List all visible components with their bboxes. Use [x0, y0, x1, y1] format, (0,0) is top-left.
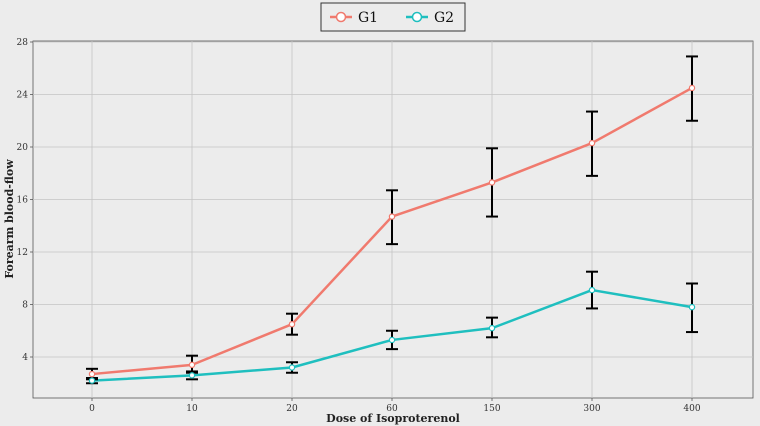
y-tick-label: 20 [17, 143, 29, 153]
data-point-g1 [288, 320, 296, 328]
x-tick-label: 0 [89, 404, 95, 414]
data-point-g1 [588, 139, 596, 147]
data-point-g2 [188, 372, 196, 379]
y-tick-label: 4 [22, 353, 28, 363]
x-tick-label: 60 [386, 404, 398, 414]
gridlines [33, 41, 753, 398]
x-tick-label: 300 [583, 404, 600, 414]
data-point-g1 [388, 213, 396, 220]
legend-key-point [335, 11, 347, 23]
x-tick-label: 10 [186, 404, 198, 414]
data-point-g1 [488, 179, 496, 186]
x-tick-label: 20 [286, 404, 298, 414]
x-axis-title: Dose of Isoproterenol [326, 412, 460, 425]
x-axis-ticks: 0 10 20 60 150 300 400 [89, 398, 701, 414]
data-point-g2 [688, 303, 696, 311]
data-point-g1 [688, 84, 696, 92]
legend-label: G2 [434, 10, 454, 26]
data-point-g2 [88, 377, 96, 384]
y-axis-ticks: 4 8 12 16 20 24 28 [17, 38, 33, 363]
y-tick-label: 28 [17, 38, 29, 48]
data-point-g2 [288, 364, 296, 371]
y-tick-label: 16 [17, 196, 29, 206]
legend: G1 G2 [320, 2, 466, 32]
legend-key-point [411, 11, 423, 23]
y-axis-title: Forearm blood-flow [3, 159, 16, 279]
y-tick-label: 12 [17, 248, 28, 258]
data-point-g1 [188, 361, 196, 369]
data-point-g2 [388, 336, 396, 344]
data-point-g2 [588, 286, 596, 294]
y-tick-label: 24 [17, 91, 29, 101]
data-points [88, 84, 696, 384]
data-point-g2 [488, 324, 496, 332]
x-tick-label: 150 [483, 404, 500, 414]
x-tick-label: 400 [683, 404, 700, 414]
data-point-g1 [88, 370, 96, 378]
legend-label: G1 [358, 10, 378, 26]
y-tick-label: 8 [22, 301, 28, 311]
